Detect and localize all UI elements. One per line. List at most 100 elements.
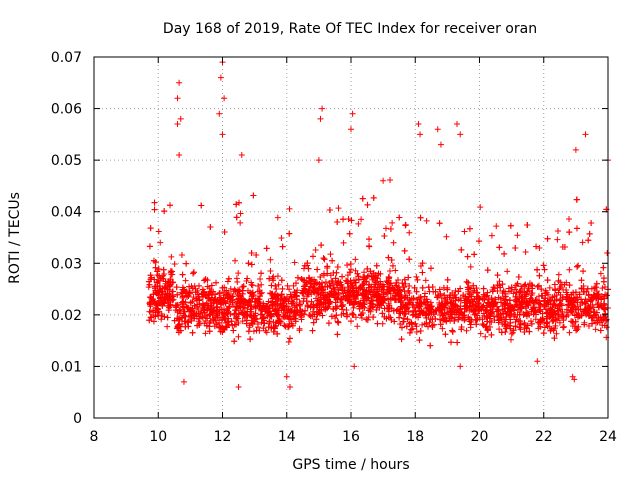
data-point [152,285,159,292]
data-point [437,321,444,328]
x-tick-label: 10 [149,429,167,445]
data-point [385,280,392,287]
data-point [206,292,213,299]
data-point [250,328,257,335]
data-point [226,295,233,302]
data-point [427,265,434,272]
data-point [261,320,268,327]
data-point [455,288,462,295]
data-point [575,262,582,269]
data-point [154,271,161,278]
data-point [267,256,274,263]
data-point [345,285,352,292]
data-point [429,324,436,331]
data-point [354,323,361,330]
data-point [234,286,241,293]
data-point [471,296,478,303]
data-point [583,307,590,314]
data-point [271,325,278,332]
data-point [557,283,564,290]
data-point [258,270,265,277]
data-point [325,299,332,306]
data-point [313,279,320,286]
data-point [472,303,479,310]
data-point [519,285,526,292]
x-axis-label: GPS time / hours [292,457,409,473]
data-point [363,316,370,323]
data-point [172,302,179,309]
data-point [257,290,264,297]
data-point [181,318,188,325]
data-point [484,267,491,274]
data-point [507,222,514,229]
data-point [288,320,295,327]
data-point [184,293,191,300]
data-point [284,309,291,316]
data-point [593,280,600,287]
data-point [563,289,570,296]
data-point [244,308,251,315]
data-point [600,278,607,285]
data-point [155,228,162,235]
data-point [174,291,181,298]
data-point [333,269,340,276]
data-point [280,313,287,320]
data-point [333,304,340,311]
data-point [299,289,306,296]
data-point [402,221,409,228]
data-point [318,242,325,249]
data-point [266,305,273,312]
data-point [185,318,192,325]
data-point [406,296,413,303]
data-point [591,309,598,316]
data-point [192,289,199,296]
data-point [281,314,288,321]
data-point [572,146,579,153]
data-point [504,300,511,307]
data-point [346,269,353,276]
data-point [364,316,371,323]
y-tick-label: 0 [73,411,82,427]
data-point [600,294,607,301]
data-point [544,235,551,242]
data-point [322,279,329,286]
data-point [235,333,242,340]
data-point [396,314,403,321]
data-point [270,328,277,335]
data-point [267,311,274,318]
data-point [414,276,421,283]
data-point [225,275,232,282]
data-point [157,239,164,246]
data-point [204,307,211,314]
data-point [184,319,191,326]
data-point [334,219,341,226]
data-point [442,331,449,338]
data-point [399,318,406,325]
data-point [241,311,248,318]
data-point [279,243,286,250]
data-point [263,303,270,310]
data-point [329,278,336,285]
data-point [485,299,492,306]
data-point [482,293,489,300]
data-point [180,312,187,319]
data-point [176,323,183,330]
data-point [369,276,376,283]
data-point [349,311,356,318]
data-point [429,283,436,290]
data-point [328,313,335,320]
data-point [533,243,540,250]
data-point [427,307,434,314]
data-point [318,296,325,303]
data-point [458,309,465,316]
y-tick-label: 0.06 [51,102,82,118]
data-point [563,296,570,303]
data-point [257,276,264,283]
data-point [292,318,299,325]
data-point [324,265,331,272]
data-point [380,300,387,307]
data-point [477,330,484,337]
data-point [592,284,599,291]
data-point [422,277,429,284]
data-point [174,121,181,128]
